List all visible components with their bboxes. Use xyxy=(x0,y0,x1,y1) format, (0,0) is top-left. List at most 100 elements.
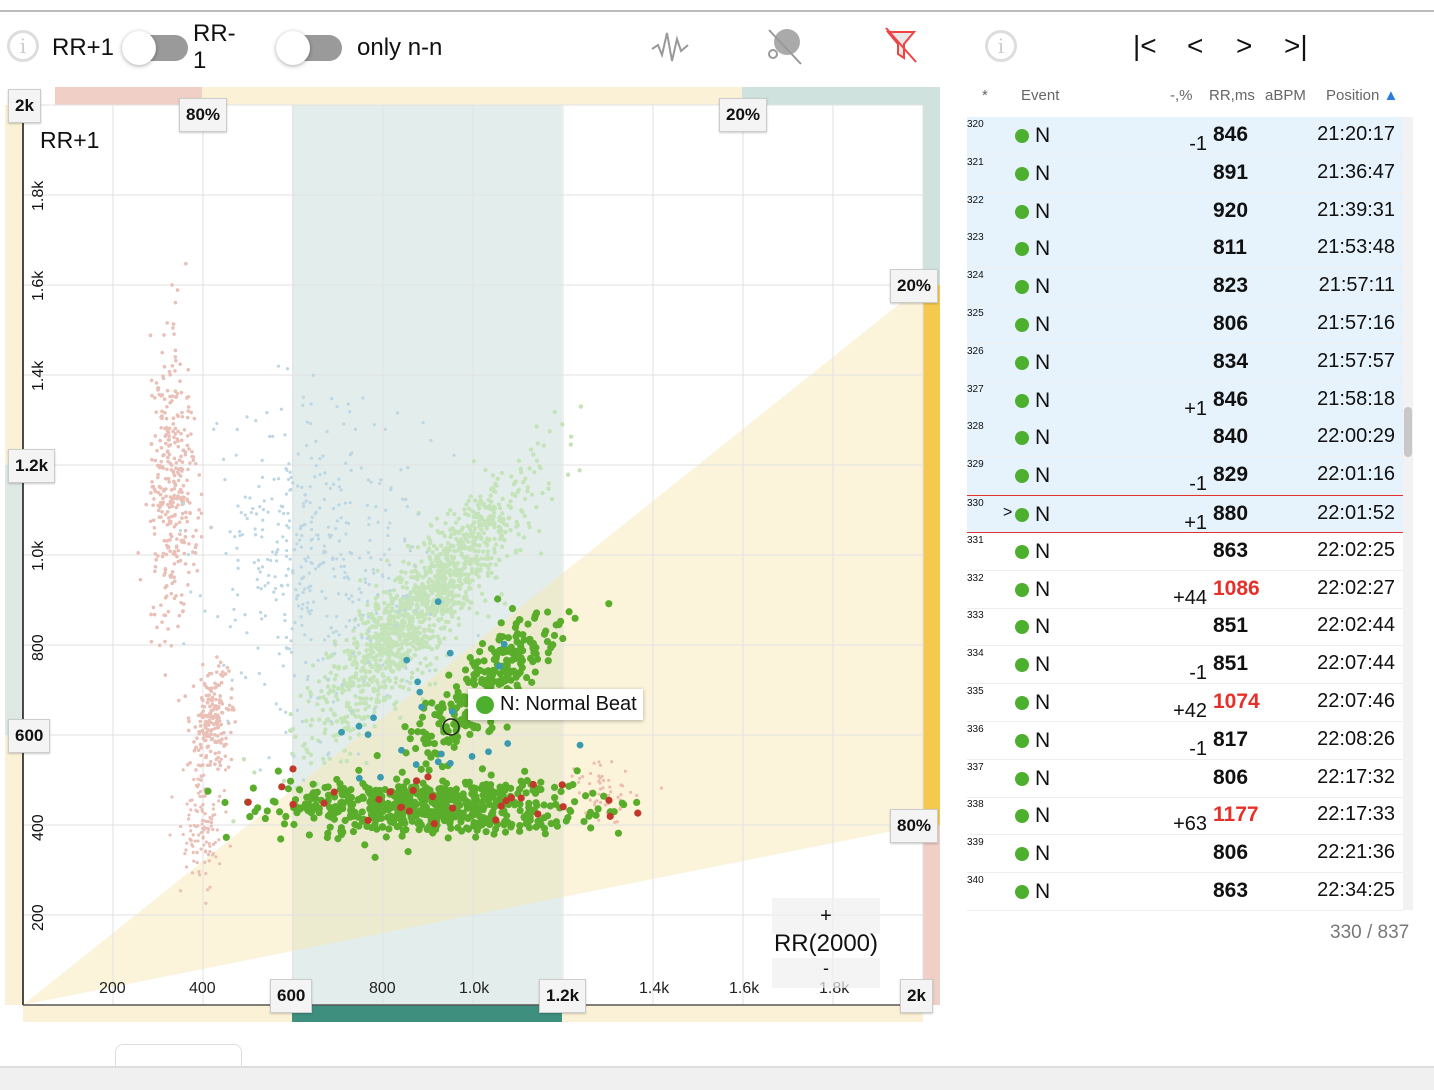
table-row[interactable]: 333 N 851 22:02:44 xyxy=(967,608,1403,647)
table-row[interactable]: 324 N 823 21:57:11 xyxy=(967,268,1403,307)
rr-value: 920 xyxy=(1213,198,1249,222)
tag-x-2k[interactable]: 2k xyxy=(900,979,933,1013)
tag-y-600[interactable]: 600 xyxy=(8,719,51,753)
table-row[interactable]: 338 N +63 1177 22:17:33 xyxy=(967,797,1403,836)
scatter-point xyxy=(170,394,175,398)
scrollbar-thumb[interactable] xyxy=(1404,407,1412,457)
tag-top-80[interactable]: 80% xyxy=(179,98,228,132)
scatter-point xyxy=(306,674,310,678)
scatter-point xyxy=(271,798,279,806)
scatter-point xyxy=(223,478,227,482)
scatter-point xyxy=(407,641,413,647)
scatter-point xyxy=(601,778,606,783)
scatter-point xyxy=(364,648,369,653)
scatter-point xyxy=(521,480,526,485)
filter-off-icon[interactable] xyxy=(882,26,922,66)
table-row[interactable]: 322 N 920 21:39:31 xyxy=(967,192,1403,231)
table-row[interactable]: 328 N 840 22:00:29 xyxy=(967,419,1403,458)
col-diff[interactable]: -,% xyxy=(1170,87,1193,104)
table-scrollbar[interactable] xyxy=(1403,117,1413,910)
table-row[interactable]: 336 N -1 817 22:08:26 xyxy=(967,722,1403,760)
col-rr[interactable]: RR,ms xyxy=(1209,87,1255,104)
table-row[interactable]: 325 N 806 21:57:16 xyxy=(967,306,1403,344)
scatter-point xyxy=(629,790,633,794)
scatter-point xyxy=(260,617,264,621)
table-row[interactable]: 334 N -1 851 22:07:44 xyxy=(967,646,1403,685)
table-info-icon[interactable]: i xyxy=(985,30,1017,62)
table-row[interactable]: 331 N 863 22:02:25 xyxy=(967,533,1403,571)
scatter-point xyxy=(172,479,176,484)
next-button[interactable]: > xyxy=(1236,30,1253,61)
col-event[interactable]: Event xyxy=(1021,87,1060,104)
last-button[interactable]: >| xyxy=(1284,30,1308,61)
poincare-plot[interactable] xyxy=(0,80,960,1030)
table-row[interactable]: 329 N -1 829 22:01:16 xyxy=(967,457,1403,496)
scatter-point xyxy=(458,537,464,542)
tag-y-1200[interactable]: 1.2k xyxy=(8,449,56,483)
tag-top-20[interactable]: 20% xyxy=(719,98,768,132)
rr-direction-toggle[interactable] xyxy=(122,31,188,65)
table-row[interactable]: 320 N -1 846 21:20:17 xyxy=(967,117,1403,155)
scatter-point xyxy=(426,627,431,632)
bottom-dropdown[interactable] xyxy=(115,1044,242,1068)
info-icon[interactable]: i xyxy=(7,30,39,62)
scatter-point xyxy=(429,560,434,565)
table-row[interactable]: 323 N 811 21:53:48 xyxy=(967,230,1403,269)
tag-right-20[interactable]: 20% xyxy=(890,269,939,303)
table-row[interactable]: 332 N +44 1086 22:02:27 xyxy=(967,571,1403,609)
scatter-point xyxy=(433,553,439,559)
table-row[interactable]: 337 N 806 22:17:32 xyxy=(967,760,1403,798)
scatter-point xyxy=(406,466,410,470)
zoom-in-button[interactable]: + xyxy=(772,898,880,934)
tag-x-600[interactable]: 600 xyxy=(270,979,313,1013)
scatter-point xyxy=(437,784,445,792)
table-row[interactable]: 339 N 806 22:21:36 xyxy=(967,835,1403,874)
scatter-point xyxy=(463,800,472,808)
tag-top-left-2k[interactable]: 2k xyxy=(8,89,41,123)
table-row[interactable]: 335 N +42 1074 22:07:46 xyxy=(967,684,1403,722)
scatter-point xyxy=(224,706,229,711)
scatter-point xyxy=(210,714,214,719)
scatter-point xyxy=(463,594,469,599)
position-time: 21:57:16 xyxy=(1317,312,1395,334)
scatter-point xyxy=(502,646,510,654)
scatter-point xyxy=(182,427,187,432)
scatter-point xyxy=(251,506,255,511)
table-row[interactable]: 330 > N +1 880 22:01:52 xyxy=(967,495,1403,534)
table-row[interactable]: 321 N 891 21:36:47 xyxy=(967,154,1403,193)
event-type: N xyxy=(1035,804,1051,828)
scatter-point xyxy=(184,865,189,869)
tag-x-1200[interactable]: 1.2k xyxy=(539,979,587,1013)
first-button[interactable]: |< xyxy=(1133,30,1157,61)
scatter-point xyxy=(190,871,195,875)
scatter-point xyxy=(215,716,220,720)
scatter-point xyxy=(531,668,539,676)
scatter-point xyxy=(478,562,484,568)
scatter-point xyxy=(356,683,362,689)
table-row[interactable]: 326 N 834 21:57:57 xyxy=(967,343,1403,382)
scatter-point xyxy=(309,695,313,699)
table-row[interactable]: 327 N +1 846 21:58:18 xyxy=(967,381,1403,420)
scatter-point xyxy=(482,828,490,836)
scatter-point xyxy=(422,760,430,768)
scatter-point xyxy=(430,550,435,555)
col-abpm[interactable]: aBPM xyxy=(1265,87,1306,104)
scatter-point xyxy=(428,798,436,806)
only-nn-toggle[interactable] xyxy=(276,31,342,65)
scatter-point xyxy=(399,642,404,647)
scatter-point xyxy=(356,623,361,627)
col-position[interactable]: Position ▲ xyxy=(1326,87,1398,104)
no-annotation-icon[interactable] xyxy=(765,26,807,66)
tag-right-80[interactable]: 80% xyxy=(890,809,939,843)
scatter-point xyxy=(323,638,327,642)
scatter-point xyxy=(434,758,442,766)
table-row[interactable]: 340 N 863 22:34:25 xyxy=(967,873,1403,911)
scatter-point xyxy=(366,612,372,617)
scatter-point xyxy=(442,577,447,583)
zoom-out-button[interactable]: - xyxy=(772,958,880,988)
waveform-icon[interactable] xyxy=(650,27,690,67)
prev-button[interactable]: < xyxy=(1187,30,1204,61)
row-number: 338 xyxy=(967,799,984,811)
scatter-point xyxy=(154,410,159,414)
scatter-point xyxy=(435,643,440,649)
